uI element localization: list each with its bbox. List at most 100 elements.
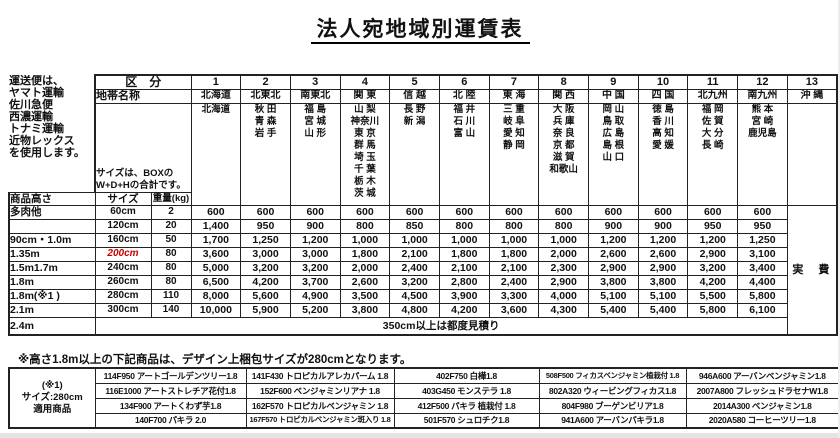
prefecture-list: 福 岡 佐 賀 大 分 長 崎 (687, 102, 739, 206)
region-number: 8 (538, 74, 590, 90)
price-cell: 1,250 (737, 232, 788, 248)
region-number: 11 (687, 74, 739, 90)
region-number: 9 (588, 74, 639, 90)
price-cell: 3,000 (240, 246, 291, 262)
size-cell: 300cm (94, 302, 152, 318)
prefecture-list: 大 阪 兵 庫 奈 良 京 都 滋 賀 和歌山 (538, 102, 590, 206)
price-cell: 600 (438, 204, 490, 220)
row-label (8, 218, 96, 234)
product-cell: 152F600 ベンジャミンリアナ 1.8 (245, 382, 395, 399)
price-cell: 4,800 (389, 302, 440, 318)
price-cell: 2,100 (438, 260, 490, 276)
price-cell: 4,200 (687, 274, 739, 290)
product-cell: 162F570 トロピカルベンジャミン 1.8 (245, 397, 395, 414)
price-cell: 6,500 (190, 274, 242, 290)
price-cell: 600 (737, 204, 788, 220)
price-cell: 900 (289, 218, 341, 234)
price-cell: 4,200 (240, 274, 291, 290)
price-cell: 1,000 (438, 232, 490, 248)
region-name: 北九州 (687, 88, 739, 104)
product-cell: 2014A300 ベンジャミン1.8 (685, 397, 840, 414)
row-label: 1.8m (8, 274, 96, 290)
price-cell: 1,000 (538, 232, 590, 248)
price-cell: 3,200 (289, 260, 341, 276)
size-cell-highlight: 200cm (94, 246, 152, 262)
region-number: 4 (339, 74, 391, 90)
price-cell: 1,200 (588, 232, 639, 248)
price-cell: 3,900 (438, 288, 490, 304)
carrier-note: 運送便は、 ヤマト運輸 佐川急便 西濃運輸 トナミ運輸 近物レックス を使用しま… (9, 75, 85, 159)
product-cell: 140F700 パキラ 2.0 (94, 412, 247, 429)
price-cell: 10,000 (190, 302, 242, 318)
price-cell: 1,800 (438, 246, 490, 262)
size-cell: 260cm (94, 274, 152, 290)
prefecture-list: 山 梨 神奈川 東 京 群 馬 埼 玉 千 葉 栃 木 茨 城 (339, 102, 391, 206)
products-table: (※1) サイズ:280cm 適用商品 114F950 アートゴールデンツリー1… (8, 367, 840, 429)
prefecture-list: 福 井 石 川 富 山 (438, 102, 490, 206)
region-name: 沖 縄 (786, 88, 838, 104)
estimate-note-cell: 350cm以上は都度見積り (94, 316, 788, 336)
price-cell: 6,100 (737, 302, 788, 318)
size-cell: 280cm (94, 288, 152, 304)
price-cell: 5,800 (737, 288, 788, 304)
price-cell: 2,900 (538, 274, 590, 290)
box-size-note: サイズは、BOXの W+D+Hの合計です。 (93, 102, 192, 193)
price-cell: 1,200 (289, 232, 341, 248)
price-cell: 5,100 (588, 288, 639, 304)
product-cell: 167F570 トロピカルベンジャミン斑入り 1.8 (245, 412, 395, 429)
price-cell: 8,000 (190, 288, 242, 304)
region-number: 1 (190, 74, 242, 90)
okinawa-actual-cost-cell: 実 費 (786, 204, 838, 336)
price-cell: 3,300 (488, 288, 540, 304)
price-cell: 1,250 (240, 232, 291, 248)
price-cell: 600 (538, 204, 590, 220)
price-cell: 2,400 (389, 260, 440, 276)
row-label: 1.5m1.7m (8, 260, 96, 276)
price-cell: 5,100 (637, 288, 689, 304)
price-cell: 950 (240, 218, 291, 234)
rate-table: 運送便は、 ヤマト運輸 佐川急便 西濃運輸 トナミ運輸 近物レックス を使用しま… (8, 74, 838, 336)
product-cell: 2020A580 コーヒーツリー1.8 (685, 412, 840, 429)
prefecture-list: 徳 島 香 川 高 知 愛 媛 (637, 102, 689, 206)
prefecture-list: 岡 山 鳥 取 広 島 島 根 山 口 (588, 102, 639, 206)
product-cell: 134F900 アートくわず芋1.8 (94, 397, 247, 414)
price-cell: 3,500 (339, 288, 391, 304)
prefecture-list: 熊 本 宮 崎 鹿児島 (737, 102, 788, 206)
products-side-label: (※1) サイズ:280cm 適用商品 (8, 367, 96, 429)
region-number: 13 (786, 74, 838, 90)
price-cell: 600 (637, 204, 689, 220)
product-cell: 141F430 トロピカルアレカパーム 1.8 (245, 367, 395, 384)
price-cell: 600 (687, 204, 739, 220)
price-cell: 600 (289, 204, 341, 220)
region-name: 南東北 (289, 88, 341, 104)
price-cell: 2,400 (488, 274, 540, 290)
product-cell: 508F500 フィカスベンジャミン植栽付 1.8 (538, 367, 687, 384)
price-cell: 1,200 (637, 232, 689, 248)
product-cell: 946A600 アーバンベンジャミン1.8 (685, 367, 840, 384)
weight-header: 重量(kg) (150, 191, 192, 206)
price-cell: 600 (588, 204, 639, 220)
height-header: 商品高さ (8, 191, 96, 206)
price-cell: 2,300 (538, 260, 590, 276)
weight-cell: 140 (150, 302, 192, 318)
prefecture-list: 福 島 宮 城 山 形 (289, 102, 341, 206)
price-cell: 1,400 (190, 218, 242, 234)
price-cell: 4,200 (438, 302, 490, 318)
zone-name-header: 地帯名称 (93, 88, 192, 104)
price-cell: 2,000 (538, 246, 590, 262)
size-cell: 120cm (94, 218, 152, 234)
price-cell: 4,400 (737, 274, 788, 290)
prefecture-list: 三 重 岐 阜 愛 知 静 岡 (488, 102, 540, 206)
packing-footnote: ※高さ1.8m以上の下記商品は、デザイン上梱包サイズが280cmとなります。 (18, 354, 412, 366)
price-cell: 2,100 (488, 260, 540, 276)
price-cell: 3,700 (289, 274, 341, 290)
price-cell: 2,900 (687, 246, 739, 262)
price-cell: 2,000 (339, 260, 391, 276)
price-cell: 2,600 (339, 274, 391, 290)
region-name: 四 国 (637, 88, 689, 104)
weight-cell: 20 (150, 218, 192, 234)
price-cell: 3,600 (488, 302, 540, 318)
price-cell: 2,800 (438, 274, 490, 290)
region-name: 信 越 (389, 88, 440, 104)
